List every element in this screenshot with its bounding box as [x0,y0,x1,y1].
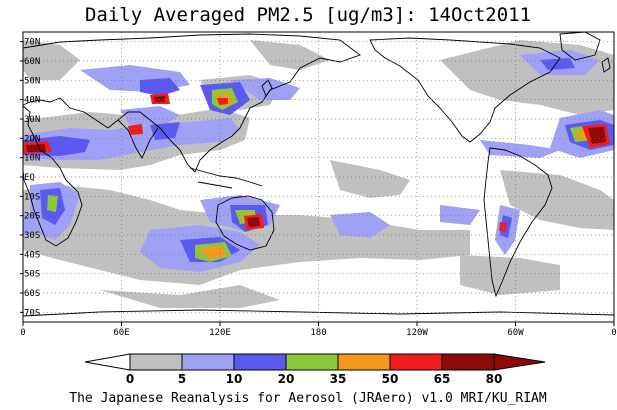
coast-japan [261,79,273,97]
lat-tick-label: 60S [24,289,40,299]
lon-tick-label: 0 [611,328,616,338]
lat-tick-label: 50N [24,76,40,86]
colorbar-label: 20 [278,372,295,386]
lon-tick-label: 0 [20,328,25,338]
lon-tick-label: 60E [113,328,129,338]
coast-north-america [369,37,561,143]
lat-tick-label: 30N [24,115,40,125]
colorbar-label: 50 [382,372,399,386]
lat-tick-label: 30S [24,231,40,241]
lon-tick-label: 120W [406,328,428,338]
colorbar-segment [181,353,235,371]
lat-tick-label: 20N [24,134,40,144]
colorbar-label: 5 [178,372,186,386]
coast-south-america [483,147,553,298]
colorbar-label: 65 [434,372,451,386]
latitude-axis: 70N 60N 50N 40N 30N 20N 10N EQ 10S 20S 30S 40S 50S 60… [20,38,40,318]
colorbar-segment [337,353,391,371]
lat-tick-label: 20S [24,212,40,222]
colorbar-label: 35 [330,372,347,386]
lat-tick-label: EQ [24,173,35,183]
coast-africa-eurasia [23,33,361,173]
colorbar-segment [129,353,183,371]
colorbar-label: 10 [226,372,243,386]
lat-tick-label: 40S [24,250,40,260]
colorbar-label: 0 [126,372,134,386]
lat-tick-label: 70S [24,308,40,318]
longitude-axis: 0 60E 120E 180 120W 60W 0 [20,322,617,338]
graticule [22,32,615,322]
lat-tick-label: 10N [24,154,40,164]
lat-tick-label: 70N [24,38,40,48]
colorbar-segment [285,353,339,371]
colorbar-segment [233,353,287,371]
colorbar-label: 80 [486,372,503,386]
lon-tick-label: 180 [310,328,326,338]
lat-tick-label: 60N [24,57,40,67]
map-title: Daily Averaged PM2.5 [ug/m3]: 14Oct2011 [85,4,531,26]
colorbar-segment-low [84,353,131,371]
lon-tick-label: 120E [209,328,231,338]
coast-uk [601,57,611,73]
colorbar-segment [441,353,495,371]
coast-greenland [559,32,601,61]
coast-australia [215,195,275,251]
pm25-field [23,40,614,308]
credit-line: The Japanese Reanalysis for Aerosol (JRA… [69,391,547,406]
colorbar-segment [389,353,443,371]
colorbar-segment-high [493,353,546,371]
colorbar: 0 5 10 20 35 50 65 80 [84,353,546,386]
lat-tick-label: 10S [24,192,40,202]
lat-tick-label: 40N [24,96,40,106]
lat-tick-label: 50S [24,270,40,280]
lon-tick-label: 60W [507,328,524,338]
